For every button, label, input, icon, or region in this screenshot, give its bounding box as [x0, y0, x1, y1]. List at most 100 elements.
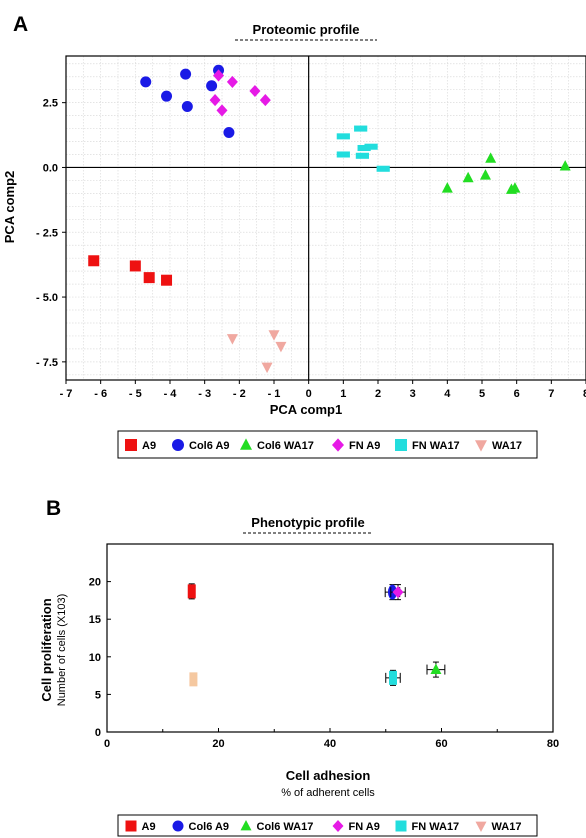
point-fn-wa17	[354, 125, 368, 132]
panel-a-title: Proteomic profile	[253, 22, 360, 37]
panel-a-frame	[65, 55, 586, 381]
legend-marker-wa17	[475, 821, 487, 833]
legend-b: A9 Col6 A9 Col6 WA17 FN A9 FN WA17 WA17	[125, 819, 522, 833]
panel-b-plot: 0 20 40 60 80 0 5 10 15 20	[89, 543, 559, 750]
y-tick-label: 10	[89, 652, 101, 664]
point-fn-a9	[216, 104, 228, 117]
point-col6-wa17	[559, 160, 571, 171]
legend-label-fn-a9: FN A9	[349, 821, 380, 833]
point-col6-wa17	[441, 182, 453, 193]
legend-item-a9: A9	[125, 820, 156, 833]
point-col6-a9	[223, 126, 235, 138]
point-a9	[143, 272, 155, 284]
legend-marker-fn-a9	[332, 819, 344, 833]
legend-label-a9: A9	[142, 821, 156, 833]
legend-label-col6-a9: Col6 A9	[189, 440, 230, 452]
point-fn-a9	[249, 84, 261, 98]
legend-label-col6-wa17: Col6 WA17	[257, 821, 314, 833]
panel-b-y-axis-subtitle: Number of cells (X103)	[56, 594, 68, 707]
point-wa17	[261, 362, 273, 374]
x-tick-label: 0	[306, 388, 312, 400]
panel-a-plot: - 7 - 6 - 5 - 4 - 3 - 2 - 1 0 1 2 3 4 5 6 7 8 2.5 0.0 - 2.…	[36, 55, 586, 400]
point-fn-wa17	[336, 133, 350, 140]
x-tick-label: 0	[104, 738, 110, 750]
panel-b-ticks: 0 20 40 60 80 0 5 10 15 20	[89, 577, 559, 750]
point-fn-wa17	[336, 151, 350, 158]
y-tick-label: 5	[95, 689, 101, 701]
point-wa17	[275, 341, 287, 353]
legend-item-col6-wa17: Col6 WA17	[240, 438, 314, 452]
point-wa17	[268, 330, 280, 341]
x-tick-label: - 2	[233, 388, 246, 400]
y-tick-label: - 5.0	[36, 292, 58, 304]
point-fn-wa17	[357, 144, 371, 152]
legend-marker-col6-wa17	[240, 438, 252, 450]
x-tick-label: - 3	[198, 388, 211, 400]
y-tick-label: 0.0	[43, 162, 58, 174]
point-a9	[129, 260, 141, 272]
legend-label-fn-a9: FN A9	[349, 440, 380, 452]
point-a9	[161, 274, 173, 286]
x-tick-label: 20	[212, 738, 224, 750]
legend-item-fn-a9: FN A9	[332, 819, 380, 833]
legend-b-box	[117, 814, 538, 837]
x-tick-label: 2	[375, 388, 381, 400]
legend-label-col6-a9: Col6 A9	[189, 821, 230, 833]
x-tick-label: 80	[547, 738, 559, 750]
x-tick-label: 5	[479, 388, 485, 400]
y-tick-label: - 2.5	[36, 227, 58, 239]
panel-b-title: Phenotypic profile	[251, 515, 364, 530]
legend-item-fn-a9: FN A9	[332, 438, 380, 452]
panel-b-label: B	[46, 497, 61, 520]
legend-marker-fn-a9	[332, 438, 344, 452]
legend-label-wa17: WA17	[492, 440, 522, 452]
point-fn-a9	[259, 94, 271, 107]
legend-label-col6-wa17: Col6 WA17	[257, 440, 314, 452]
legend-marker-fn-wa17	[395, 439, 407, 451]
legend-item-col6-wa17: Col6 WA17	[240, 819, 314, 833]
point-col6-wa17	[479, 169, 491, 180]
x-tick-label: 60	[435, 738, 447, 750]
legend-marker-col6-wa17	[240, 819, 252, 831]
x-tick-label: 8	[583, 388, 586, 400]
point-col6-a9	[206, 80, 218, 92]
point-col6-wa17	[509, 182, 521, 193]
x-tick-label: 40	[324, 738, 336, 750]
panel-a-ticks: - 7 - 6 - 5 - 4 - 3 - 2 - 1 0 1 2 3 4 5 6 7 8 2.5 0.0 - 2.…	[36, 98, 586, 400]
x-tick-label: - 1	[268, 388, 281, 400]
legend-item-fn-wa17: FN WA17	[395, 439, 460, 452]
x-tick-label: 7	[548, 388, 554, 400]
x-tick-label: 1	[340, 388, 346, 400]
point-fn-a9	[392, 586, 404, 599]
point-col6-wa17	[430, 663, 442, 674]
panel-b-marks	[187, 583, 446, 687]
point-a9	[88, 255, 100, 267]
panel-b-frame	[106, 543, 554, 733]
point-col6-a9	[161, 90, 173, 102]
legend-label-wa17: WA17	[492, 821, 522, 833]
legend-item-wa17: WA17	[475, 440, 522, 452]
y-tick-label: 15	[89, 614, 101, 626]
point-a9	[187, 584, 196, 599]
point-wa17	[189, 672, 198, 687]
legend-marker-wa17	[475, 440, 487, 452]
legend-item-wa17: WA17	[475, 821, 522, 833]
panel-a-grid	[66, 56, 586, 380]
legend-item-fn-wa17: FN WA17	[395, 820, 459, 833]
y-tick-label: 0	[95, 727, 101, 739]
x-tick-label: 6	[514, 388, 520, 400]
x-tick-label: 4	[444, 388, 451, 400]
legend-item-a9: A9	[125, 439, 156, 452]
legend-marker-fn-wa17	[395, 820, 407, 832]
point-fn-wa17	[355, 152, 369, 159]
panel-a-marks	[88, 64, 571, 374]
point-fn-wa17	[364, 143, 378, 150]
panel-a-x-axis-title: PCA comp1	[270, 402, 342, 417]
x-tick-label: - 5	[129, 388, 142, 400]
legend-a-box	[117, 430, 538, 459]
legend-label-fn-wa17: FN WA17	[412, 440, 460, 452]
legend-item-col6-a9: Col6 A9	[172, 439, 230, 452]
point-fn-wa17	[376, 165, 390, 172]
point-fn-a9	[213, 69, 225, 82]
